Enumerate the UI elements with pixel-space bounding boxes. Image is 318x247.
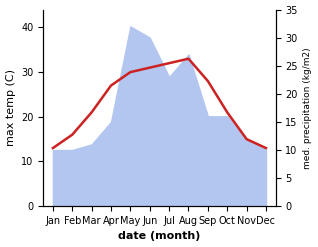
X-axis label: date (month): date (month) [118, 231, 201, 242]
Y-axis label: max temp (C): max temp (C) [5, 69, 16, 146]
Y-axis label: med. precipitation (kg/m2): med. precipitation (kg/m2) [303, 47, 313, 169]
